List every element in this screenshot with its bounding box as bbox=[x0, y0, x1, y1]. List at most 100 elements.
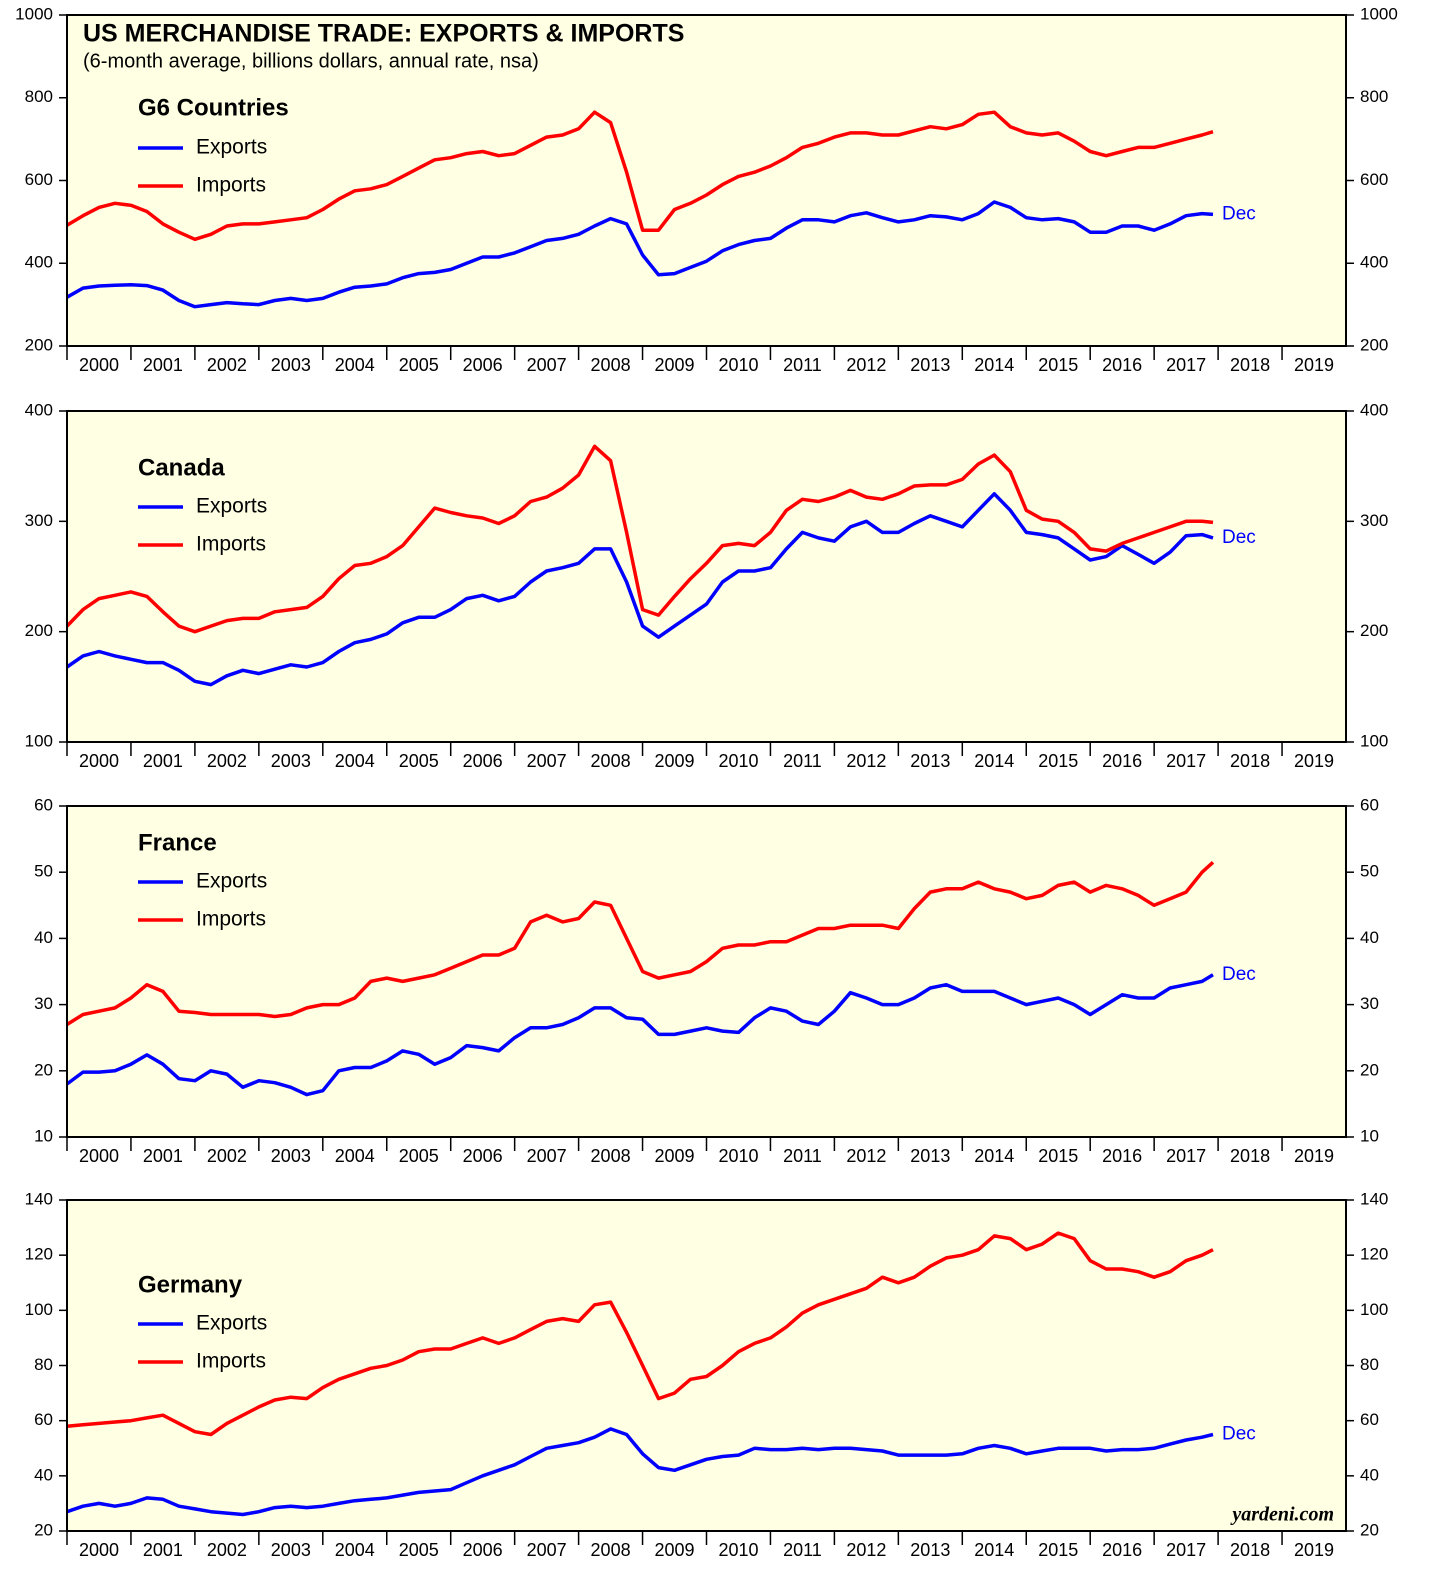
x-tick-label: 2016 bbox=[1102, 751, 1142, 771]
y-tick-label: 20 bbox=[34, 1520, 53, 1539]
x-tick-label: 2015 bbox=[1038, 1540, 1078, 1560]
y-tick-label: 140 bbox=[25, 1189, 53, 1208]
plot-area bbox=[67, 1200, 1346, 1531]
series-line bbox=[65, 973, 1214, 1097]
legend-label: Exports bbox=[196, 1312, 267, 1335]
panel-title: Canada bbox=[138, 454, 225, 481]
y-tick-label-right: 1000 bbox=[1360, 4, 1398, 23]
y-tick-label-right: 80 bbox=[1360, 1355, 1379, 1374]
plot-frame bbox=[66, 410, 1347, 743]
x-tick-label: 2018 bbox=[1230, 355, 1270, 375]
y-tick-label: 1000 bbox=[15, 4, 53, 23]
x-tick-label: 2006 bbox=[463, 1146, 503, 1166]
series-line bbox=[66, 110, 1214, 242]
x-tick-label: 2014 bbox=[974, 1146, 1014, 1166]
legend-label: Imports bbox=[196, 533, 266, 556]
chart-title: US MERCHANDISE TRADE: EXPORTS & IMPORTS bbox=[83, 20, 684, 48]
y-tick-label-right: 200 bbox=[1360, 621, 1388, 640]
panel-title: G6 Countries bbox=[138, 94, 289, 121]
series-line bbox=[66, 1231, 1214, 1437]
x-tick-label: 2015 bbox=[1038, 751, 1078, 771]
y-tick-label: 10 bbox=[34, 1126, 53, 1145]
x-tick-label: 2007 bbox=[527, 1146, 567, 1166]
y-tick-label-right: 50 bbox=[1360, 862, 1379, 881]
x-tick-label: 2013 bbox=[910, 355, 950, 375]
x-tick-label: 2002 bbox=[207, 1146, 247, 1166]
x-tick-label: 2011 bbox=[783, 1146, 822, 1166]
y-tick-label: 800 bbox=[25, 87, 53, 106]
plot-area bbox=[67, 15, 1346, 346]
x-tick-label: 2017 bbox=[1166, 1146, 1206, 1166]
x-tick-label: 2001 bbox=[143, 355, 183, 375]
x-tick-label: 2009 bbox=[655, 1540, 695, 1560]
y-tick-label-right: 40 bbox=[1360, 1465, 1379, 1484]
x-tick-label: 2010 bbox=[718, 751, 758, 771]
plot-frame bbox=[66, 14, 1347, 347]
x-tick-label: 2003 bbox=[271, 1540, 311, 1560]
x-tick-label: 2001 bbox=[143, 751, 183, 771]
x-tick-label: 2008 bbox=[591, 751, 631, 771]
y-tick-label-right: 300 bbox=[1360, 511, 1388, 530]
x-tick-label: 2005 bbox=[399, 751, 439, 771]
plot-frame bbox=[66, 1199, 1347, 1532]
x-tick-label: 2012 bbox=[846, 751, 886, 771]
annotation: Dec bbox=[1222, 203, 1256, 224]
x-tick-label: 2016 bbox=[1102, 1540, 1142, 1560]
y-tick-label: 80 bbox=[34, 1355, 53, 1374]
x-tick-label: 2013 bbox=[910, 1540, 950, 1560]
x-tick-label: 2001 bbox=[143, 1146, 183, 1166]
x-tick-label: 2016 bbox=[1102, 355, 1142, 375]
series-line bbox=[66, 861, 1215, 1026]
source: yardeni.com bbox=[1230, 1504, 1334, 1526]
x-tick-label: 2003 bbox=[271, 1146, 311, 1166]
y-tick-label: 600 bbox=[25, 170, 53, 189]
y-tick-label: 30 bbox=[34, 994, 53, 1013]
legend-label: Exports bbox=[196, 495, 267, 518]
x-tick-label: 2013 bbox=[910, 1146, 950, 1166]
y-tick-label-right: 400 bbox=[1360, 400, 1388, 419]
x-tick-label: 2001 bbox=[143, 1540, 183, 1560]
x-tick-label: 2012 bbox=[846, 355, 886, 375]
y-tick-label: 300 bbox=[25, 511, 53, 530]
plot-area bbox=[67, 411, 1346, 742]
x-tick-label: 2009 bbox=[655, 1146, 695, 1166]
x-tick-label: 2009 bbox=[655, 751, 695, 771]
x-tick-label: 2005 bbox=[399, 1146, 439, 1166]
y-tick-label: 50 bbox=[34, 862, 53, 881]
y-tick-label-right: 120 bbox=[1360, 1245, 1388, 1264]
y-tick-label-right: 800 bbox=[1360, 87, 1388, 106]
x-tick-label: 2015 bbox=[1038, 355, 1078, 375]
x-tick-label: 2011 bbox=[783, 1540, 822, 1560]
x-tick-label: 2012 bbox=[846, 1540, 886, 1560]
x-tick-label: 2013 bbox=[910, 751, 950, 771]
y-tick-label: 40 bbox=[34, 1465, 53, 1484]
x-tick-label: 2008 bbox=[591, 1540, 631, 1560]
x-tick-label: 2017 bbox=[1166, 1540, 1206, 1560]
x-tick-label: 2004 bbox=[335, 1146, 375, 1166]
x-tick-label: 2007 bbox=[527, 751, 567, 771]
y-tick-label-right: 60 bbox=[1360, 795, 1379, 814]
legend-label: Imports bbox=[196, 1350, 266, 1373]
y-tick-label-right: 600 bbox=[1360, 170, 1388, 189]
x-tick-label: 2010 bbox=[718, 355, 758, 375]
x-tick-label: 2006 bbox=[463, 751, 503, 771]
x-tick-label: 2002 bbox=[207, 355, 247, 375]
x-tick-label: 2014 bbox=[974, 355, 1014, 375]
x-tick-label: 2019 bbox=[1294, 1540, 1334, 1560]
x-tick-label: 2018 bbox=[1230, 1146, 1270, 1166]
x-tick-label: 2019 bbox=[1294, 355, 1334, 375]
y-tick-label-right: 100 bbox=[1360, 1300, 1388, 1319]
x-tick-label: 2011 bbox=[783, 751, 822, 771]
y-tick-label: 60 bbox=[34, 1410, 53, 1429]
y-tick-label: 100 bbox=[25, 1300, 53, 1319]
series-line bbox=[65, 444, 1214, 634]
y-tick-label-right: 140 bbox=[1360, 1189, 1388, 1208]
panel-title: Germany bbox=[138, 1271, 243, 1298]
x-tick-label: 2006 bbox=[463, 1540, 503, 1560]
series-line bbox=[66, 1427, 1214, 1517]
x-tick-label: 2004 bbox=[335, 355, 375, 375]
x-tick-label: 2011 bbox=[783, 355, 822, 375]
legend-label: Imports bbox=[196, 908, 266, 931]
y-tick-label: 200 bbox=[25, 335, 53, 354]
